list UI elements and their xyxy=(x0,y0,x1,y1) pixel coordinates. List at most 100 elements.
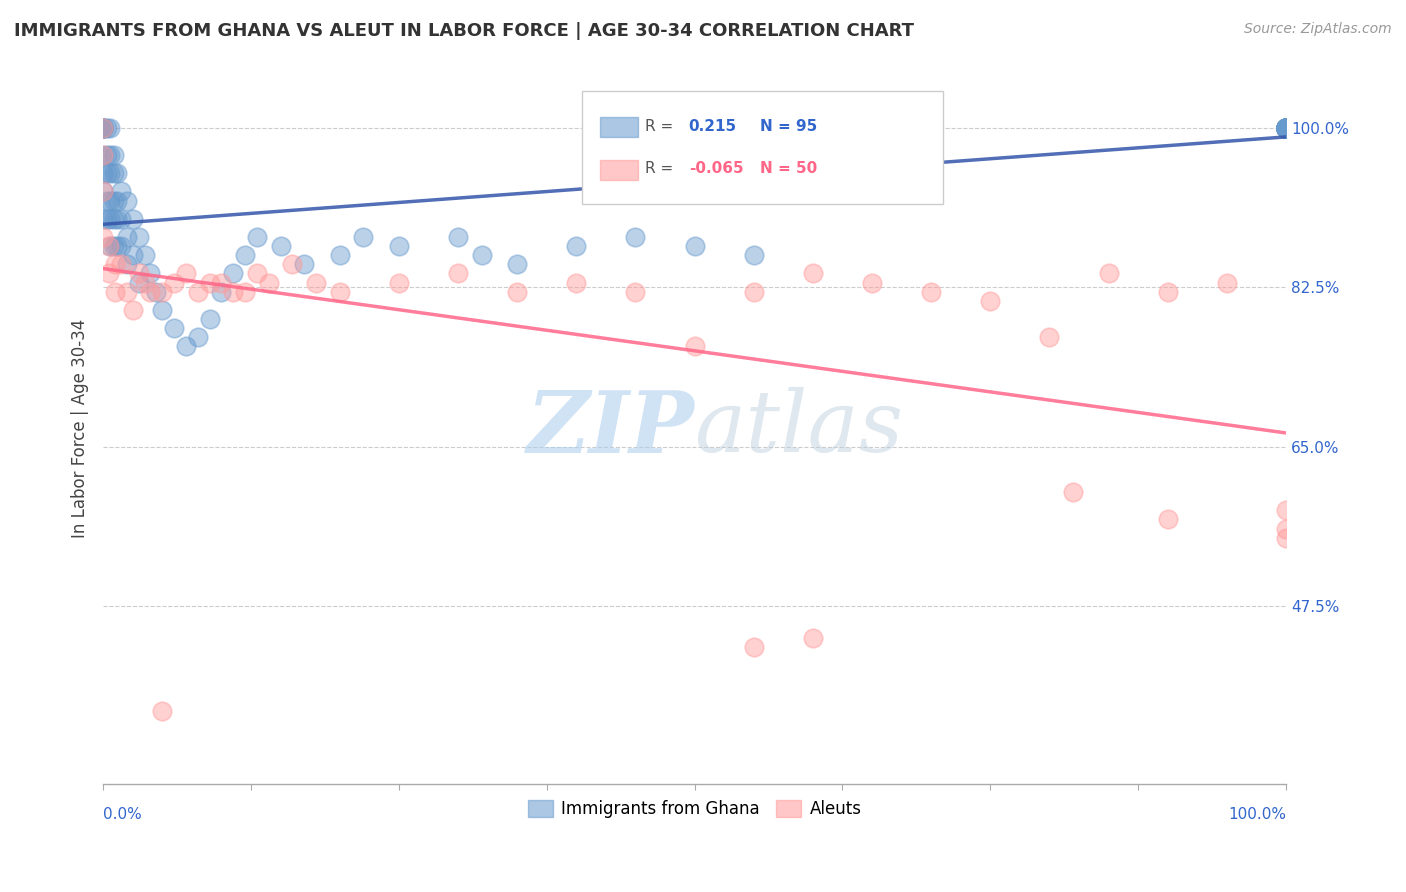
Point xyxy=(1275,120,1298,135)
Point xyxy=(1275,120,1298,135)
Point xyxy=(1275,120,1298,135)
Point xyxy=(1275,120,1298,135)
Point xyxy=(209,285,232,299)
Point xyxy=(163,276,186,290)
Point xyxy=(105,211,128,226)
Point xyxy=(1275,120,1298,135)
Point xyxy=(91,120,114,135)
Point xyxy=(110,185,132,199)
Point xyxy=(1275,120,1298,135)
Text: Source: ZipAtlas.com: Source: ZipAtlas.com xyxy=(1244,22,1392,37)
Point xyxy=(187,330,209,344)
Point xyxy=(91,230,114,244)
Point xyxy=(860,276,883,290)
Point xyxy=(292,257,315,271)
Point xyxy=(1275,120,1298,135)
Point xyxy=(329,285,352,299)
Point xyxy=(1038,330,1060,344)
Point xyxy=(624,230,647,244)
Point xyxy=(98,267,121,281)
Point xyxy=(1275,120,1298,135)
Point xyxy=(91,120,114,135)
Point xyxy=(1275,120,1298,135)
Point xyxy=(174,267,197,281)
Point xyxy=(329,248,352,262)
Text: -0.065: -0.065 xyxy=(689,161,744,177)
Point xyxy=(105,239,128,253)
Text: N = 95: N = 95 xyxy=(759,119,817,134)
Point xyxy=(103,239,125,253)
Point xyxy=(1275,120,1298,135)
Point xyxy=(1275,120,1298,135)
Text: N = 50: N = 50 xyxy=(759,161,817,177)
Point xyxy=(1275,120,1298,135)
Point xyxy=(565,239,588,253)
Point xyxy=(91,120,114,135)
Point xyxy=(1216,276,1239,290)
Point xyxy=(98,194,121,208)
Point xyxy=(1275,120,1298,135)
Point xyxy=(121,211,143,226)
Point xyxy=(91,120,114,135)
Point xyxy=(801,631,824,645)
Bar xyxy=(600,117,638,137)
Point xyxy=(91,185,114,199)
Point xyxy=(91,211,114,226)
Point xyxy=(305,276,328,290)
Point xyxy=(96,166,118,180)
Point xyxy=(624,285,647,299)
Point xyxy=(1275,120,1298,135)
Point xyxy=(233,285,256,299)
Point xyxy=(134,248,156,262)
Point xyxy=(91,120,114,135)
Point xyxy=(150,704,173,718)
Point xyxy=(103,148,125,162)
Point xyxy=(565,276,588,290)
Point xyxy=(98,239,121,253)
Point xyxy=(105,166,128,180)
Point xyxy=(1275,120,1298,135)
Point xyxy=(222,285,245,299)
Point xyxy=(388,276,411,290)
Point xyxy=(506,257,529,271)
Point xyxy=(104,285,127,299)
Point xyxy=(1275,120,1298,135)
Point xyxy=(128,267,150,281)
Point xyxy=(115,257,138,271)
Point xyxy=(246,230,269,244)
Point xyxy=(979,293,1001,308)
Point xyxy=(198,312,221,326)
Point xyxy=(742,248,765,262)
Point xyxy=(447,230,470,244)
Point xyxy=(139,267,162,281)
Point xyxy=(270,239,292,253)
Point xyxy=(115,230,138,244)
Point xyxy=(1275,120,1298,135)
Point xyxy=(105,194,128,208)
Point xyxy=(96,148,118,162)
Point xyxy=(506,285,529,299)
Point xyxy=(103,166,125,180)
Point xyxy=(163,321,186,335)
Point xyxy=(150,302,173,317)
Point xyxy=(121,248,143,262)
Point xyxy=(96,194,118,208)
Point xyxy=(98,148,121,162)
Point xyxy=(128,230,150,244)
Text: 100.0%: 100.0% xyxy=(1227,806,1286,822)
Point xyxy=(115,194,138,208)
Point xyxy=(96,120,118,135)
Point xyxy=(1275,503,1298,517)
Point xyxy=(174,339,197,353)
Point xyxy=(1097,267,1119,281)
Point xyxy=(1275,120,1298,135)
Point xyxy=(683,239,706,253)
Point xyxy=(1275,120,1298,135)
Point xyxy=(1156,285,1178,299)
Point xyxy=(447,267,470,281)
Point xyxy=(1275,120,1298,135)
Point xyxy=(471,248,494,262)
Point xyxy=(103,211,125,226)
Point xyxy=(139,285,162,299)
Point xyxy=(91,185,114,199)
